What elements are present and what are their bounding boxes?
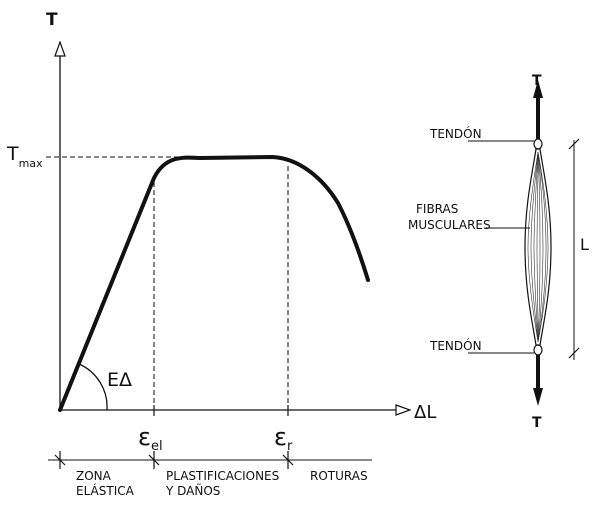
epsilon-el-label: εel — [138, 423, 163, 454]
tendon-bottom-label: TENDÓN — [429, 338, 482, 353]
zone-plastic-label: PLASTIFICACIONES Y DAÑOS — [165, 469, 279, 498]
top-arrow-head — [533, 80, 543, 98]
x-axis-label: ΔL — [414, 402, 436, 423]
epsilon-r-label: εr — [274, 423, 293, 454]
length-label: L — [580, 235, 589, 254]
length-tick-bottom — [568, 347, 580, 359]
muscle-schematic: T T TENDÓN TENDÓN FIBRAS MUSCULARES — [408, 73, 589, 431]
zone-ticks — [54, 451, 294, 469]
bottom-force-label: T — [532, 415, 542, 431]
y-axis-label: T — [46, 10, 58, 30]
tendon-top-label: TENDÓN — [429, 126, 482, 141]
muscle-fibers — [527, 151, 549, 343]
top-force-label: T — [532, 73, 542, 89]
tendon-bottom-knob — [533, 344, 543, 356]
stress-strain-curve — [58, 155, 370, 412]
fibers-label: FIBRAS MUSCULARES — [408, 202, 491, 232]
zone-elastic-label: ZONA ELÁSTICA — [76, 469, 135, 498]
zone-rupture-label: ROTURAS — [310, 469, 368, 483]
slope-label: EΔ — [107, 369, 132, 391]
length-tick-top — [568, 138, 580, 150]
tendon-top-knob — [533, 138, 543, 150]
tmax-label: Tmax — [6, 143, 43, 170]
bottom-arrow-head — [533, 388, 543, 406]
slope-angle-arc — [78, 363, 108, 411]
